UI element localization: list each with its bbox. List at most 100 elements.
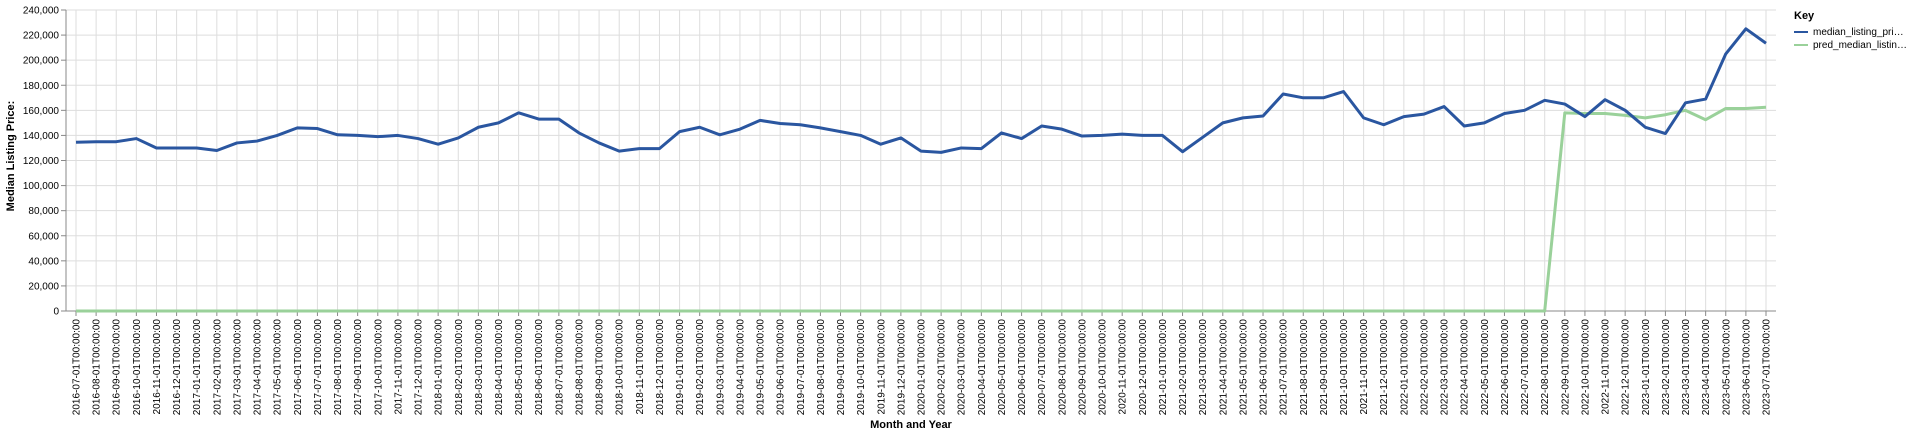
x-tick-label: 2022-03-01T00:00:00	[1440, 319, 1451, 416]
x-tick-label: 2021-04-01T00:00:00	[1218, 319, 1229, 416]
x-tick-label: 2016-07-01T00:00:00	[72, 319, 83, 416]
x-tick-label: 2023-02-01T00:00:00	[1661, 319, 1672, 416]
legend-label-pred: pred_median_listin…	[1813, 40, 1907, 51]
x-tick-label: 2016-11-01T00:00:00	[152, 319, 163, 415]
legend-title: Key	[1794, 10, 1815, 22]
x-tick-label: 2019-09-01T00:00:00	[836, 319, 847, 416]
x-tick-label: 2023-04-01T00:00:00	[1701, 319, 1712, 416]
y-axis-title: Median Listing Price:	[5, 101, 17, 212]
x-tick-label: 2023-03-01T00:00:00	[1681, 319, 1692, 416]
y-tick-label: 140,000	[23, 131, 60, 142]
y-tick-label: 0	[53, 307, 59, 318]
x-tick-label: 2018-04-01T00:00:00	[494, 319, 505, 416]
x-tick-label: 2023-05-01T00:00:00	[1721, 319, 1732, 416]
x-tick-label: 2018-06-01T00:00:00	[534, 319, 545, 416]
x-tick-label: 2018-10-01T00:00:00	[615, 319, 626, 416]
x-axis: 2016-07-01T00:00:00 2016-08-01T00:00:00 20…	[72, 311, 1773, 415]
x-tick-label: 2017-11-01T00:00:00	[393, 319, 404, 415]
y-tick-label: 160,000	[23, 106, 60, 117]
y-tick-label: 40,000	[28, 256, 59, 267]
x-tick-label: 2016-12-01T00:00:00	[172, 319, 183, 416]
series-lines	[75, 27, 1767, 313]
x-tick-label: 2018-05-01T00:00:00	[514, 319, 525, 416]
x-tick-label: 2019-03-01T00:00:00	[715, 319, 726, 416]
x-tick-label: 2020-09-01T00:00:00	[1077, 319, 1088, 416]
x-tick-label: 2022-08-01T00:00:00	[1540, 319, 1551, 416]
x-tick-label: 2019-02-01T00:00:00	[695, 319, 706, 416]
x-tick-label: 2020-02-01T00:00:00	[937, 319, 948, 416]
x-tick-label: 2021-01-01T00:00:00	[1158, 319, 1169, 416]
x-tick-label: 2019-08-01T00:00:00	[816, 319, 827, 416]
x-tick-label: 2019-12-01T00:00:00	[896, 319, 907, 416]
x-tick-label: 2016-08-01T00:00:00	[92, 319, 103, 416]
x-tick-label: 2019-01-01T00:00:00	[675, 319, 686, 416]
y-tick-label: 60,000	[28, 231, 59, 242]
x-tick-label: 2019-05-01T00:00:00	[756, 319, 767, 416]
x-axis-title: Month and Year	[870, 419, 952, 431]
x-tick-label: 2021-02-01T00:00:00	[1178, 319, 1189, 416]
x-tick-label: 2020-06-01T00:00:00	[1017, 319, 1028, 416]
x-tick-label: 2022-09-01T00:00:00	[1560, 319, 1571, 416]
x-tick-label: 2021-09-01T00:00:00	[1319, 319, 1330, 416]
y-tick-label: 20,000	[28, 281, 59, 292]
x-tick-label: 2023-07-01T00:00:00	[1762, 319, 1773, 416]
x-tick-label: 2020-03-01T00:00:00	[957, 319, 968, 416]
y-tick-label: 220,000	[23, 31, 60, 42]
x-tick-label: 2021-05-01T00:00:00	[1238, 319, 1249, 416]
legend-label-median: median_listing_pri…	[1813, 27, 1904, 38]
x-tick-label: 2020-08-01T00:00:00	[1057, 319, 1068, 416]
x-tick-label: 2020-10-01T00:00:00	[1098, 319, 1109, 416]
x-tick-label: 2017-04-01T00:00:00	[253, 319, 264, 416]
x-tick-label: 2021-10-01T00:00:00	[1339, 319, 1350, 416]
x-tick-label: 2017-09-01T00:00:00	[353, 319, 364, 416]
x-tick-label: 2017-03-01T00:00:00	[232, 319, 243, 416]
x-tick-label: 2017-02-01T00:00:00	[212, 319, 223, 416]
x-tick-label: 2021-08-01T00:00:00	[1299, 319, 1310, 416]
x-tick-label: 2020-11-01T00:00:00	[1118, 319, 1129, 415]
x-tick-label: 2018-03-01T00:00:00	[474, 319, 485, 416]
x-tick-label: 2017-01-01T00:00:00	[192, 319, 203, 416]
gridlines	[66, 9, 1776, 312]
x-tick-label: 2020-05-01T00:00:00	[997, 319, 1008, 416]
x-tick-label: 2017-07-01T00:00:00	[313, 319, 324, 416]
x-tick-label: 2022-12-01T00:00:00	[1621, 319, 1632, 416]
x-tick-label: 2018-08-01T00:00:00	[574, 319, 585, 416]
x-tick-label: 2018-11-01T00:00:00	[635, 319, 646, 415]
x-tick-label: 2021-11-01T00:00:00	[1359, 319, 1370, 415]
x-tick-label: 2022-01-01T00:00:00	[1399, 319, 1410, 416]
x-tick-label: 2020-12-01T00:00:00	[1138, 319, 1149, 416]
x-tick-label: 2019-06-01T00:00:00	[776, 319, 787, 416]
x-tick-label: 2021-07-01T00:00:00	[1279, 319, 1290, 416]
legend: Key median_listing_pri… pred_median_list…	[1794, 10, 1907, 51]
x-tick-label: 2016-10-01T00:00:00	[132, 319, 143, 416]
y-tick-label: 100,000	[23, 181, 60, 192]
x-tick-label: 2018-01-01T00:00:00	[434, 319, 445, 416]
x-tick-label: 2022-06-01T00:00:00	[1500, 319, 1511, 416]
y-tick-label: 180,000	[23, 81, 60, 92]
x-tick-label: 2016-09-01T00:00:00	[112, 319, 123, 416]
x-tick-label: 2017-10-01T00:00:00	[373, 319, 384, 416]
x-tick-label: 2023-06-01T00:00:00	[1741, 319, 1752, 416]
x-tick-label: 2020-07-01T00:00:00	[1037, 319, 1048, 416]
x-tick-label: 2019-07-01T00:00:00	[796, 319, 807, 416]
x-tick-label: 2020-01-01T00:00:00	[917, 319, 928, 416]
x-tick-label: 2022-05-01T00:00:00	[1480, 319, 1491, 416]
x-tick-label: 2017-12-01T00:00:00	[414, 319, 425, 416]
y-axis: 0 20,000 40,000 60,000 80,000 100,000 120,000 1…	[23, 6, 66, 318]
x-tick-label: 2018-09-01T00:00:00	[595, 319, 606, 416]
x-tick-label: 2020-04-01T00:00:00	[977, 319, 988, 416]
x-tick-label: 2017-06-01T00:00:00	[293, 319, 304, 416]
x-tick-label: 2018-02-01T00:00:00	[454, 319, 465, 416]
x-tick-label: 2022-02-01T00:00:00	[1419, 319, 1430, 416]
y-tick-label: 120,000	[23, 156, 60, 167]
y-tick-label: 80,000	[28, 206, 59, 217]
x-tick-label: 2022-07-01T00:00:00	[1520, 319, 1531, 416]
x-tick-label: 2022-10-01T00:00:00	[1580, 319, 1591, 416]
y-tick-label: 240,000	[23, 6, 60, 17]
x-tick-label: 2021-06-01T00:00:00	[1259, 319, 1270, 416]
x-tick-label: 2019-10-01T00:00:00	[856, 319, 867, 416]
series-line-pred-median-listing-price	[76, 105, 1767, 313]
x-tick-label: 2022-11-01T00:00:00	[1601, 319, 1612, 415]
x-tick-label: 2021-12-01T00:00:00	[1379, 319, 1390, 416]
